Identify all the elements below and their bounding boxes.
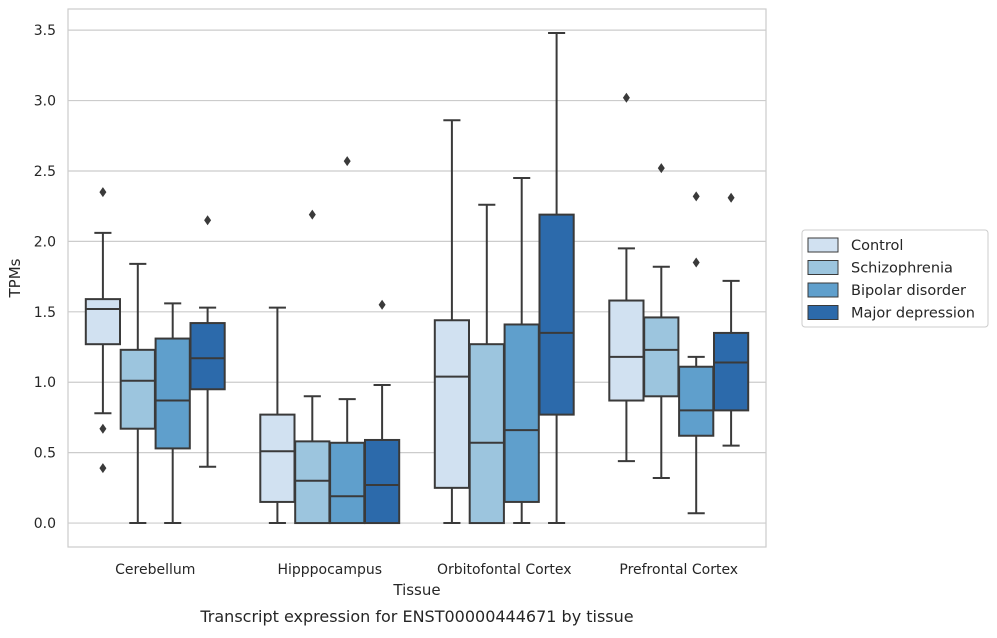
box-schizophrenia <box>468 203 505 525</box>
box-schizophrenia <box>643 163 680 479</box>
box-major-depression <box>189 215 226 468</box>
box-schizophrenia <box>119 262 156 525</box>
box-groups <box>84 31 750 525</box>
box-body <box>189 322 226 391</box>
box-body <box>643 316 680 398</box>
box-body <box>608 299 645 402</box>
outlier-point <box>99 187 107 198</box>
y-tick-label: 3.5 <box>34 23 56 39</box>
legend-swatch <box>807 260 839 275</box>
box-body <box>294 440 331 525</box>
x-tick-label: Prefrontal Cortex <box>619 562 738 578</box>
outlier-point <box>99 423 107 434</box>
y-tick-label: 2.0 <box>34 234 56 250</box>
box-body <box>433 319 471 489</box>
legend-frame <box>801 229 989 328</box>
outlier-point <box>378 299 386 310</box>
outlier-point <box>692 257 700 268</box>
box-body <box>468 343 505 525</box>
box-body <box>119 348 156 430</box>
y-tick-label: 3.0 <box>34 94 56 110</box>
box-body <box>363 438 401 525</box>
box-body <box>712 331 750 412</box>
y-tick-label: 2.5 <box>34 164 56 180</box>
box-bipolar-disorder <box>678 191 715 515</box>
box-body <box>259 413 296 503</box>
box-body <box>329 441 366 525</box>
chart-caption: Transcript expression for ENST0000044467… <box>199 607 633 626</box>
y-tick-label: 0.0 <box>34 516 56 532</box>
legend-swatch <box>807 305 839 320</box>
box-body <box>154 337 191 450</box>
legend-label: Control <box>851 238 903 254</box>
box-major-depression <box>712 192 750 447</box>
y-tick-label: 0.5 <box>34 446 56 462</box>
y-tick-labels: 0.0 0.5 1.0 1.5 2.0 2.5 3.0 3.5 <box>34 23 56 532</box>
y-tick-label: 1.5 <box>34 305 56 321</box>
box-control <box>259 306 296 525</box>
legend: Control Schizophrenia Bipolar disorder Majo… <box>801 229 989 328</box>
legend-swatch <box>807 237 839 253</box>
outlier-point <box>99 463 107 474</box>
outlier-point <box>204 215 212 226</box>
box-major-depression <box>363 299 401 525</box>
box-control <box>433 119 471 525</box>
y-axis-label: TPMs <box>6 258 24 298</box>
box-body <box>84 298 122 346</box>
x-tick-label: Hipppocampus <box>277 562 382 578</box>
x-axis-label: Tissue <box>392 581 440 599</box>
box-control <box>608 92 645 463</box>
outlier-point <box>727 192 735 203</box>
box-schizophrenia <box>294 209 331 525</box>
box-control <box>84 187 122 474</box>
box-body <box>538 213 575 416</box>
x-tick-label: Cerebellum <box>115 562 195 578</box>
box-body <box>678 365 715 437</box>
outlier-point <box>308 209 316 220</box>
plot-area-frame <box>67 8 767 548</box>
legend-label: Bipolar disorder <box>851 283 966 299</box>
x-tick-label: Orbitofontal Cortex <box>437 562 572 578</box>
legend-swatch <box>807 282 839 298</box>
outlier-point <box>657 163 665 174</box>
outlier-point <box>343 156 351 167</box>
y-tick-label: 1.0 <box>34 375 56 391</box>
box-body <box>503 323 540 503</box>
box-bipolar-disorder <box>503 177 540 525</box>
box-bipolar-disorder <box>154 302 191 525</box>
x-tick-labels: Cerebellum Hipppocampus Orbitofontal Corte… <box>115 562 738 578</box>
legend-label: Schizophrenia <box>851 261 953 277</box>
box-bipolar-disorder <box>329 156 366 525</box>
outlier-point <box>622 92 630 103</box>
outlier-point <box>692 191 700 202</box>
legend-label: Major depression <box>851 306 975 322</box>
box-major-depression <box>538 31 575 525</box>
